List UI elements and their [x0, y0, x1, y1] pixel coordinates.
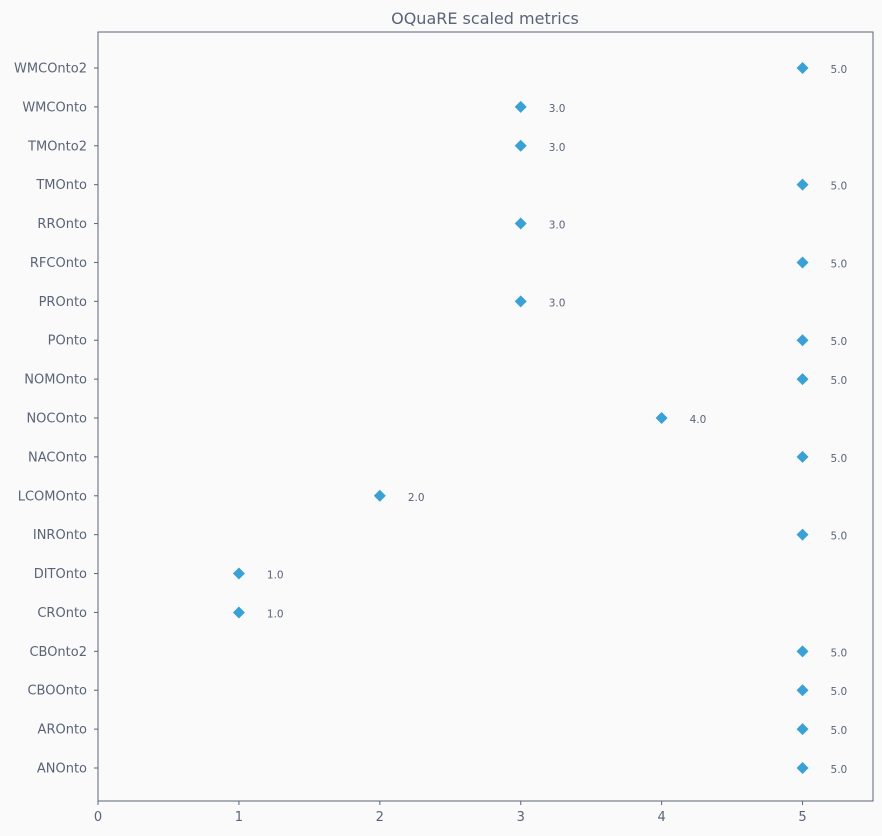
data-value-label: 1.0	[267, 608, 284, 620]
data-value-label: 5.0	[831, 453, 848, 465]
data-value-label: 3.0	[549, 103, 566, 115]
data-value-label: 4.0	[690, 414, 707, 426]
x-tick-label: 2	[376, 810, 384, 825]
y-tick-label: CBOOnto	[27, 684, 87, 699]
data-point-marker	[232, 606, 245, 619]
y-tick-label: RFCOnto	[30, 256, 87, 271]
data-point-marker	[655, 412, 668, 424]
data-value-label: 5.0	[831, 647, 848, 659]
x-tick-label: 5	[798, 810, 806, 825]
data-point-marker	[796, 528, 809, 541]
data-value-label: 5.0	[831, 336, 848, 348]
y-tick-label: RROnto	[37, 217, 87, 232]
data-value-label: 3.0	[549, 142, 566, 154]
x-axis: 0 1 2 3 4 5	[94, 801, 807, 825]
data-value-label: 5.0	[831, 686, 848, 698]
data-point-marker	[796, 373, 809, 386]
data-value-label: 3.0	[549, 297, 566, 309]
data-point-marker	[796, 645, 809, 658]
data-points	[232, 62, 809, 774]
data-value-label: 5.0	[831, 258, 848, 270]
y-tick-label: NOMOnto	[24, 373, 87, 388]
y-tick-label: NACOnto	[28, 450, 87, 465]
data-point-marker	[796, 762, 809, 774]
data-labels: 5.0 5.0 5.0 5.0 1.0 1.0 5.0 2.0 5.0 4.0 5.0 5.0 3.0 5…	[267, 64, 847, 776]
y-tick-label: AROnto	[38, 723, 87, 738]
y-tick-label: INROnto	[33, 528, 87, 543]
data-point-marker	[514, 139, 527, 152]
y-tick-label: CBOnto2	[29, 645, 87, 660]
data-value-label: 5.0	[831, 725, 848, 737]
x-tick-label: 4	[657, 810, 665, 825]
data-value-label: 5.0	[831, 531, 848, 543]
data-point-marker	[796, 256, 809, 269]
data-value-label: 5.0	[831, 64, 848, 76]
data-value-label: 2.0	[408, 492, 425, 504]
data-point-marker	[796, 723, 809, 736]
data-point-marker	[796, 178, 809, 191]
y-tick-label: DITOnto	[34, 567, 87, 582]
y-axis: ANOnto AROnto CBOOnto CBOnto2 CROnto DITOnto I…	[14, 62, 98, 777]
y-tick-label: TMOnto2	[27, 139, 87, 154]
data-point-marker	[796, 62, 809, 74]
x-tick-label: 3	[517, 810, 525, 825]
y-tick-label: TMOnto	[35, 178, 87, 193]
chart-title: OQuaRE scaled metrics	[391, 9, 579, 28]
y-tick-label: PROnto	[39, 295, 87, 310]
y-tick-label: NOCOnto	[26, 412, 87, 427]
data-value-label: 1.0	[267, 570, 284, 582]
y-tick-label: CROnto	[37, 606, 87, 621]
data-point-marker	[514, 295, 527, 308]
data-value-label: 5.0	[831, 181, 848, 193]
data-point-marker	[232, 567, 245, 580]
data-point-marker	[373, 489, 386, 502]
data-point-marker	[796, 334, 809, 347]
data-point-marker	[796, 450, 809, 463]
data-value-label: 5.0	[831, 764, 848, 776]
x-tick-label: 0	[94, 810, 102, 825]
data-value-label: 5.0	[831, 375, 848, 387]
y-tick-label: POnto	[48, 334, 87, 349]
x-tick-label: 1	[235, 810, 243, 825]
data-point-marker	[514, 217, 527, 230]
y-tick-label: WMCOnto	[22, 100, 87, 115]
y-tick-label: WMCOnto2	[14, 62, 87, 77]
data-point-marker	[796, 684, 809, 697]
y-tick-label: LCOMOnto	[18, 489, 87, 504]
plot-area	[97, 31, 874, 802]
data-value-label: 3.0	[549, 220, 566, 232]
y-tick-label: ANOnto	[37, 762, 87, 777]
data-point-marker	[514, 100, 527, 113]
